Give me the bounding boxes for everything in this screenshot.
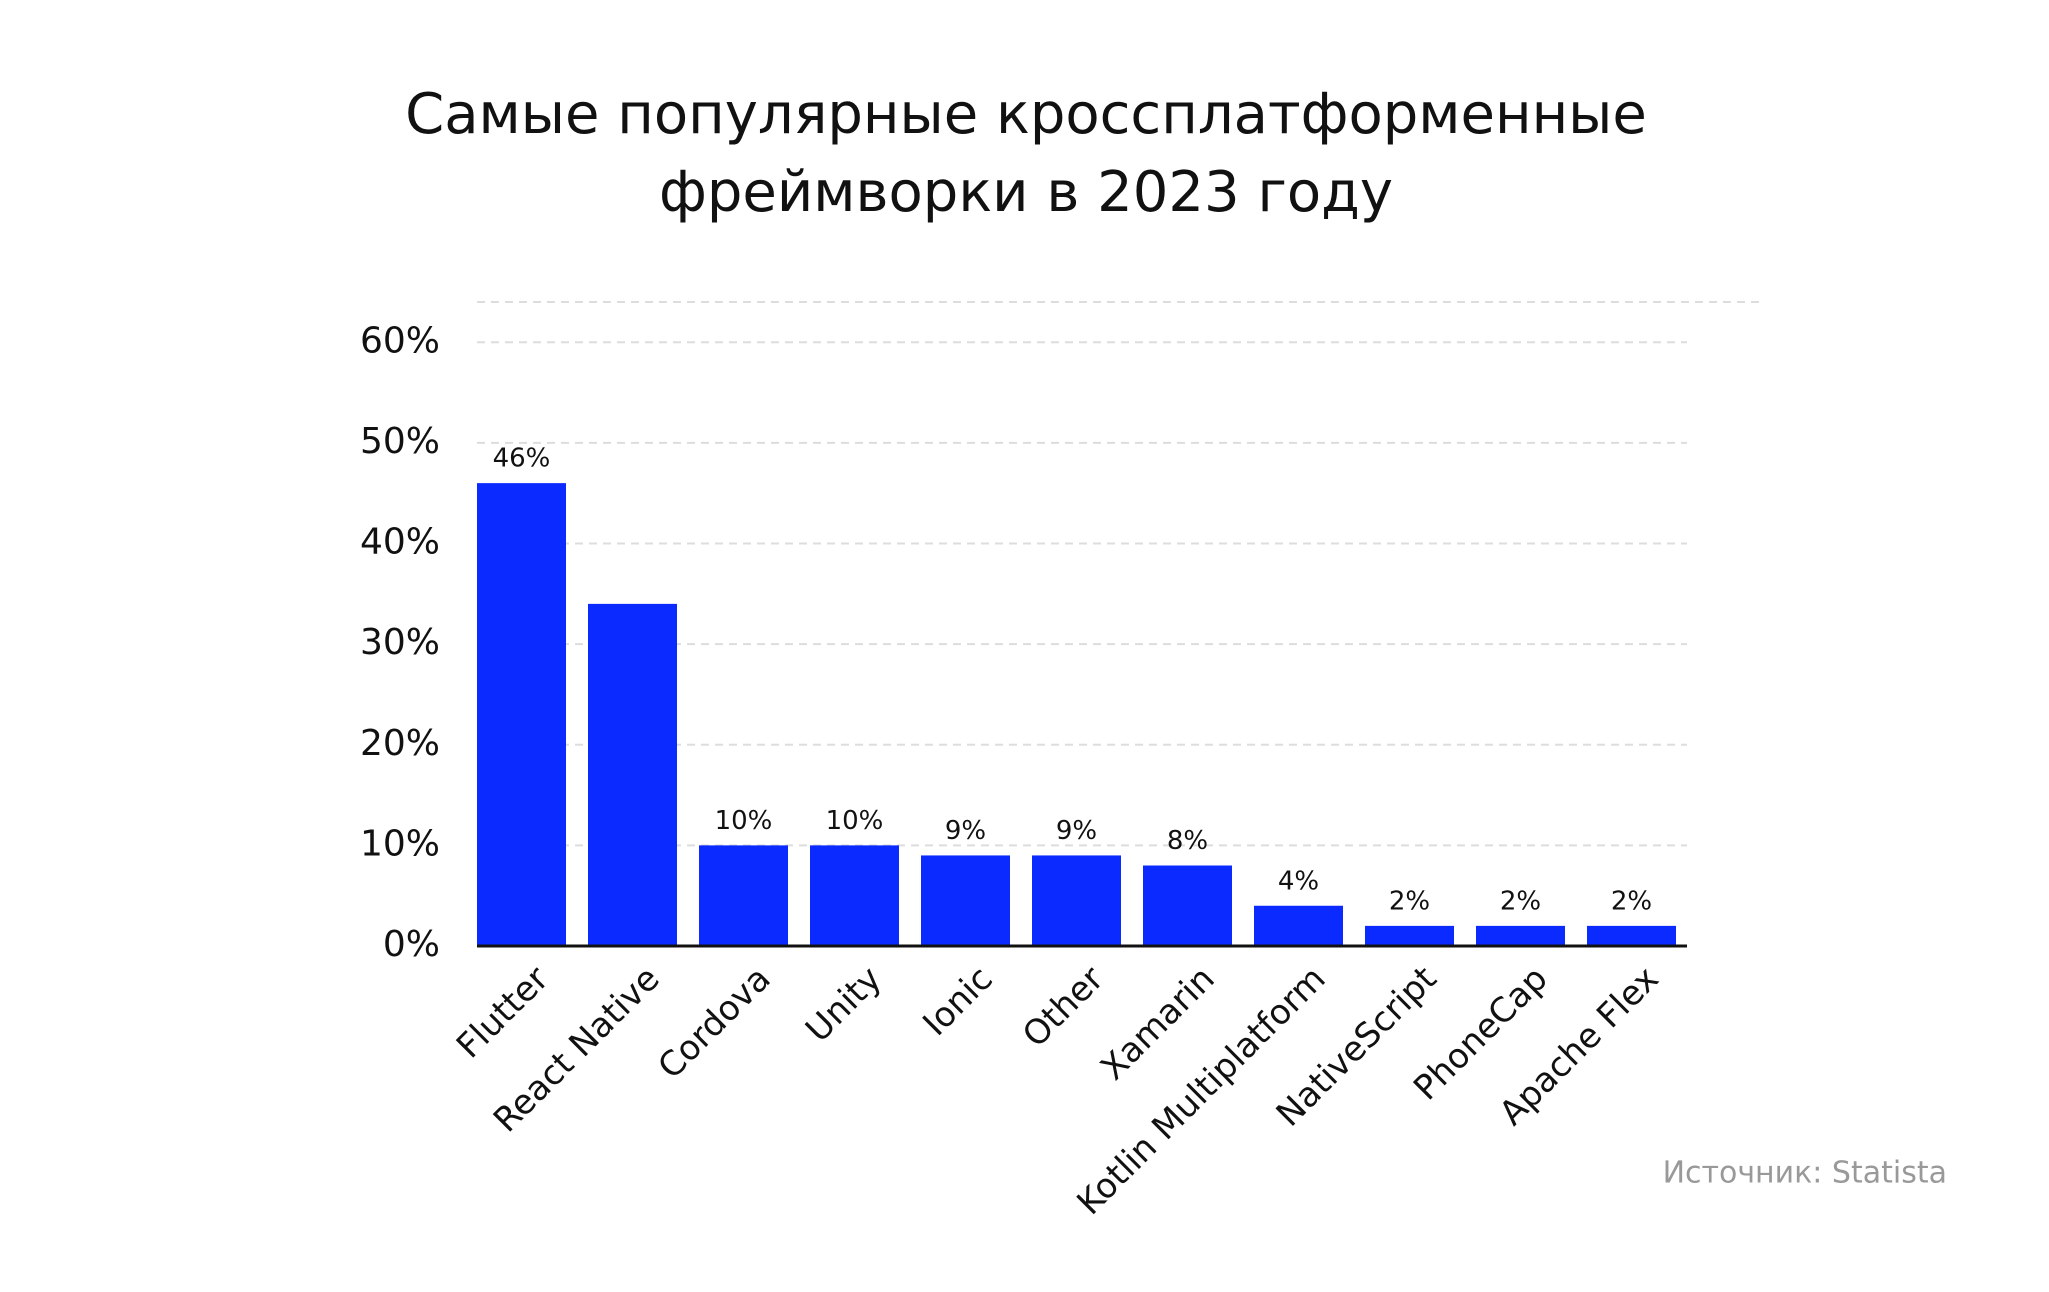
value-label: 9% — [1056, 816, 1097, 846]
y-tick-label: 30% — [360, 622, 440, 663]
value-label: 2% — [1611, 886, 1652, 916]
value-label: 10% — [715, 806, 773, 836]
value-label: 4% — [1278, 866, 1319, 896]
chart-title: фреймворки в 2023 году — [659, 160, 1393, 225]
bar — [1032, 855, 1121, 946]
y-tick-label: 40% — [360, 522, 440, 563]
bar — [810, 845, 899, 946]
bar — [477, 483, 566, 946]
y-tick-label: 50% — [360, 421, 440, 462]
value-label: 2% — [1389, 886, 1430, 916]
bar — [1365, 925, 1454, 946]
bar — [1587, 925, 1676, 946]
bar — [1476, 925, 1565, 946]
chart-title: Самые популярные кроссплатформенные — [405, 82, 1647, 147]
bar — [699, 845, 788, 946]
source: Источник: Statista — [1663, 1156, 1947, 1191]
value-label: 2% — [1500, 886, 1541, 916]
bar — [588, 603, 677, 946]
bar — [921, 855, 1010, 946]
value-label: 9% — [945, 816, 986, 846]
y-tick-label: 10% — [360, 823, 440, 864]
y-tick-label: 60% — [360, 320, 440, 361]
bar — [1143, 865, 1232, 946]
value-label: 10% — [826, 806, 884, 836]
y-tick-label: 0% — [383, 924, 440, 965]
value-label: 46% — [493, 444, 551, 474]
value-label: 8% — [1167, 826, 1208, 856]
bar — [1254, 905, 1343, 946]
y-tick-label: 20% — [360, 723, 440, 764]
